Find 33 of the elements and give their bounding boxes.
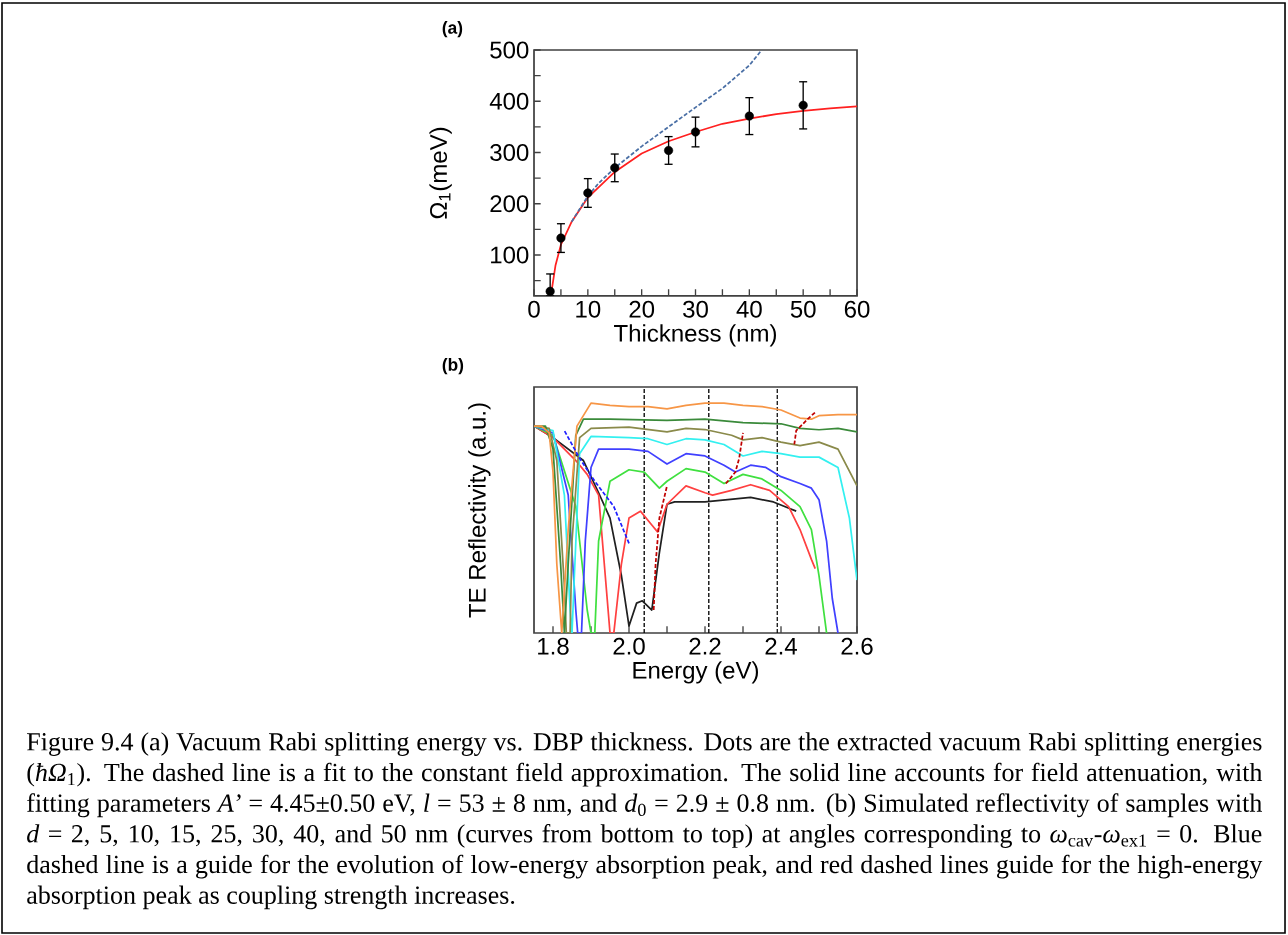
- point: [744, 111, 754, 121]
- point: [798, 100, 808, 110]
- y-tick-label: 500: [490, 41, 529, 59]
- x-tick-label: 0: [528, 300, 540, 318]
- chart-title: (a): [442, 21, 463, 38]
- y-axis-title: TE Reflectivity (a.u.): [468, 403, 491, 618]
- y-axis-title: Ω$_{1}$(meV): [429, 127, 452, 219]
- line-series: [570, 49, 763, 223]
- x-axis-title: Thickness (nm): [614, 324, 776, 347]
- x-axis-title: Energy (eV): [633, 661, 758, 684]
- x-tick-label: 10: [576, 300, 601, 318]
- x-tick-label: 60: [844, 300, 870, 318]
- y-tick-label: 200: [490, 195, 529, 213]
- x-tick-label: 2.2: [689, 637, 721, 655]
- point: [556, 233, 566, 243]
- chart-title: (b): [442, 358, 464, 375]
- x-tick-label: 1.8: [538, 637, 569, 655]
- x-tick-label: 40: [736, 300, 762, 318]
- y-tick-label: 300: [490, 143, 529, 161]
- x-tick-label: 20: [629, 300, 655, 318]
- point: [664, 145, 674, 155]
- point: [545, 286, 555, 296]
- x-tick-label: 30: [683, 300, 708, 318]
- x-tick-label: 2.4: [765, 637, 797, 655]
- point: [690, 127, 701, 137]
- x-tick-label: 2.6: [841, 637, 873, 655]
- point: [610, 163, 620, 173]
- x-tick-label: 2.0: [613, 637, 645, 655]
- point: [583, 188, 593, 198]
- y-tick-label: 400: [489, 92, 529, 110]
- text: Figure 9.4 (a) Vacuum Rabi splitting energy vs. DBP thickness. Dots are the extracted vacuum Rabi splitting energies (ħΩ$_{1}$). The dashed line is a fit to the constant field approximation. The solid line accounts for field attenuation, with fitting parameters A’ = 4.45±0.50 eV, l = 53 ± 8 nm, and d$_{0}$ = 2.9 ± 0.8 nm. (b) Simulated reflectivity of samples with d = 2, 5, 10, 15, 25, 30, 40, and 50 nm (curves from bottom to top) at angles corresponding to ω$_{cav}$-ω$_{ex1}$ = 0. Blue dashed line is a guide for the evolution of low-energy absorption peak, and red dashed lines guide for the high-energy absorption peak as coupling strength increases.: [27, 732, 1263, 910]
- x-tick-label: 50: [790, 300, 816, 318]
- y-tick-label: 100: [491, 246, 529, 264]
